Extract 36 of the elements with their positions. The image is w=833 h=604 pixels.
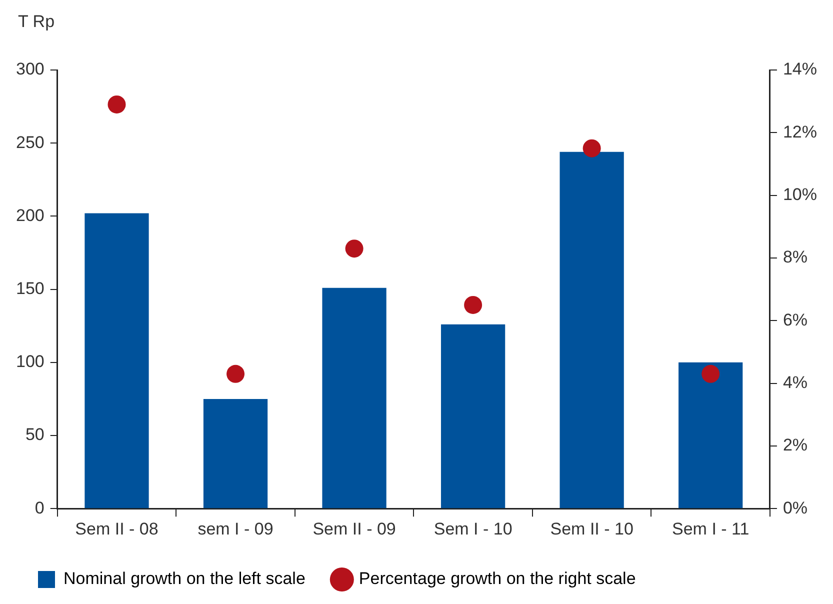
y2-tick-label: 14% <box>782 60 818 79</box>
bar <box>560 152 624 508</box>
y2-tick-label: 10% <box>782 185 818 204</box>
point <box>464 296 482 314</box>
y-axis-title: T Rp <box>18 12 55 32</box>
bar <box>322 288 386 508</box>
y2-tick-label: 4% <box>782 372 808 392</box>
point <box>582 139 601 158</box>
x-tick-label: Sem II - 08 <box>75 519 158 538</box>
x-tick-label: Sem I - 10 <box>434 519 512 538</box>
bar <box>678 362 743 508</box>
y2-tick-label: 0% <box>782 498 808 518</box>
x-tick-label: sem I - 09 <box>198 519 274 538</box>
bar <box>440 324 506 508</box>
y2-tick-label: 6% <box>782 310 808 330</box>
point <box>226 364 245 383</box>
y-tick-label: 50 <box>25 425 44 444</box>
point <box>702 364 720 383</box>
y2-tick-label: 12% <box>782 122 818 142</box>
legend-label: Percentage growth on the right scale <box>358 569 636 588</box>
bar <box>84 213 149 508</box>
x-tick-label: Sem II - 09 <box>312 519 396 538</box>
y-tick-label: 150 <box>16 278 44 298</box>
x-tick-label: Sem II - 10 <box>550 519 634 538</box>
point <box>345 240 364 258</box>
bar <box>203 398 268 508</box>
y-tick-label: 100 <box>16 352 44 372</box>
legend-label: Nominal growth on the left scale <box>64 569 306 588</box>
y-tick-label: 250 <box>16 132 44 152</box>
y-tick-label: 200 <box>16 206 44 225</box>
y-tick-label: 300 <box>16 60 44 79</box>
x-tick-label: Sem I - 11 <box>672 519 750 538</box>
y2-tick-label: 2% <box>782 436 808 455</box>
y2-tick-label: 8% <box>782 248 808 267</box>
point <box>108 95 126 114</box>
y-tick-label: 0 <box>34 498 44 518</box>
